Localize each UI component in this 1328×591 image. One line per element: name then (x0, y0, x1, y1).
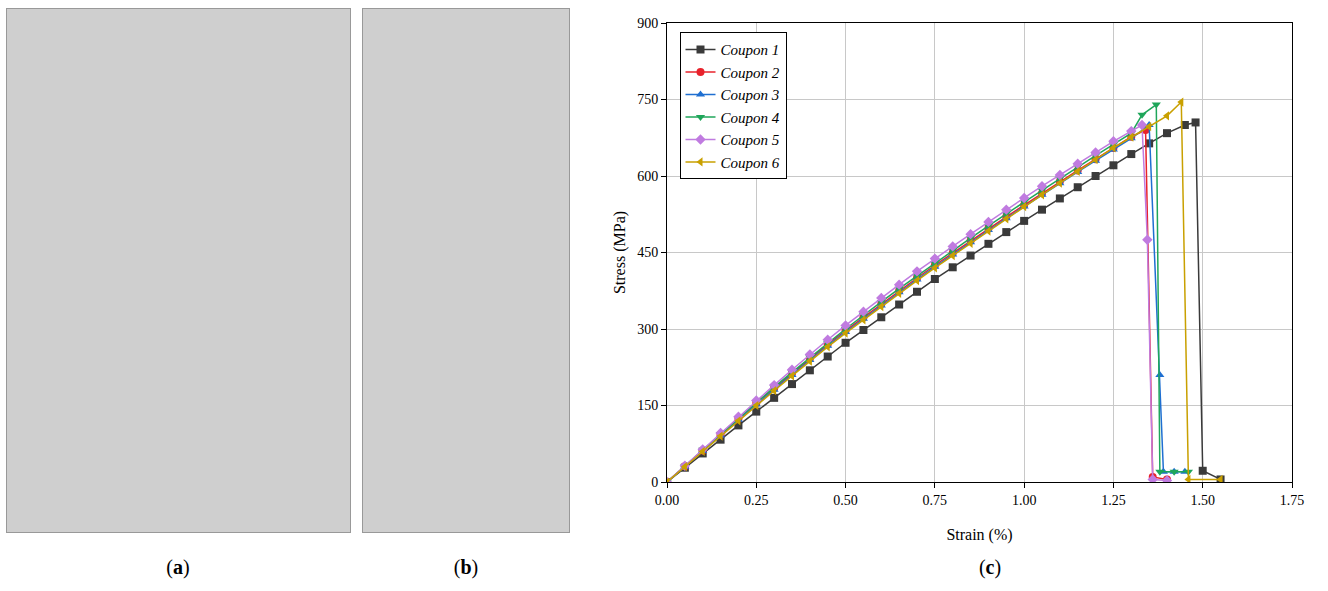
svg-text:Coupon 4: Coupon 4 (721, 110, 780, 126)
svg-text:1.25: 1.25 (1101, 493, 1126, 508)
svg-text:1.75: 1.75 (1280, 493, 1305, 508)
svg-text:Coupon 3: Coupon 3 (721, 87, 780, 103)
svg-text:1.00: 1.00 (1012, 493, 1037, 508)
svg-text:900: 900 (637, 16, 658, 31)
svg-text:Coupon 6: Coupon 6 (721, 155, 780, 171)
svg-text:0.75: 0.75 (923, 493, 948, 508)
svg-text:0: 0 (651, 475, 658, 490)
svg-text:0.50: 0.50 (833, 493, 858, 508)
svg-text:Coupon 1: Coupon 1 (721, 42, 780, 58)
svg-text:600: 600 (637, 169, 658, 184)
html-text:(b): (b) (453, 556, 479, 578)
svg-text:750: 750 (637, 92, 658, 107)
svg-text:150: 150 (637, 398, 658, 413)
html-text:(c): (c) (978, 556, 1002, 578)
svg-text:450: 450 (637, 245, 658, 260)
svg-text:0.00: 0.00 (655, 493, 680, 508)
svg-text:Coupon 5: Coupon 5 (721, 132, 780, 148)
svg-text:0.25: 0.25 (744, 493, 769, 508)
svg-text:Stress (MPa): Stress (MPa) (611, 211, 629, 294)
html-text:(a): (a) (166, 556, 190, 578)
svg-text:Strain (%): Strain (%) (946, 526, 1012, 544)
svg-text:Coupon 2: Coupon 2 (721, 65, 780, 81)
svg-text:300: 300 (637, 322, 658, 337)
svg-text:1.50: 1.50 (1190, 493, 1215, 508)
